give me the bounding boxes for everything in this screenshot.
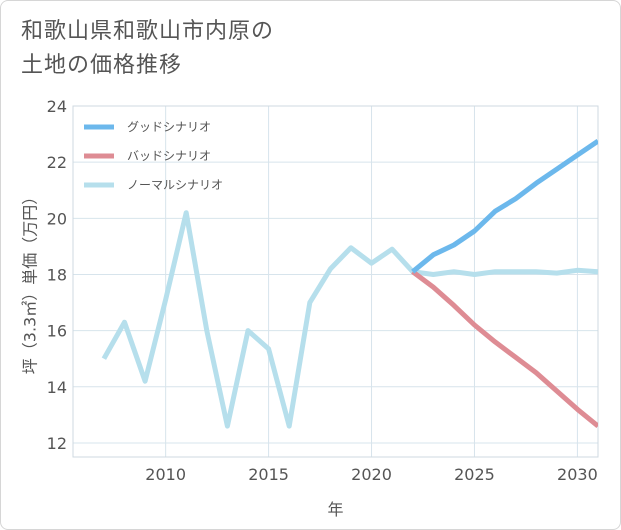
series-layer xyxy=(101,139,598,429)
y-tick-label: 16 xyxy=(47,322,67,341)
x-tick-label: 2020 xyxy=(351,465,392,484)
tick-labels: 2010 2015 2020 2025 2030 12 14 16 18 20 22 24 xyxy=(47,97,598,484)
chart-title-line-1: 和歌山県和歌山市内原の xyxy=(21,19,275,44)
x-axis-label: 年 xyxy=(327,500,343,519)
chart-title-line-2: 土地の価格推移 xyxy=(21,53,183,78)
good-scenario-line xyxy=(411,139,598,274)
bad-scenario-legend-label: バッドシナリオ xyxy=(127,149,211,163)
y-tick-label: 12 xyxy=(47,434,67,453)
y-tick-label: 22 xyxy=(47,153,67,172)
normal-scenario-legend-label: ノーマルシナリオ xyxy=(127,178,223,192)
y-tick-label: 24 xyxy=(47,97,67,116)
y-tick-label: 20 xyxy=(47,209,67,228)
x-tick-label: 2025 xyxy=(454,465,495,484)
chart-title: 和歌山県和歌山市内原の 土地の価格推移 xyxy=(21,15,274,83)
x-tick-label: 2015 xyxy=(248,465,289,484)
y-axis-label: 坪（3.3㎡）単価（万円） xyxy=(21,189,40,374)
y-tick-label: 18 xyxy=(47,265,67,284)
bad-scenario-line xyxy=(411,269,598,429)
x-tick-label: 2010 xyxy=(145,465,186,484)
y-tick-label: 14 xyxy=(47,378,67,397)
plot-frame xyxy=(72,105,599,458)
normal-scenario-line xyxy=(101,210,598,429)
x-tick-label: 2030 xyxy=(557,465,598,484)
good-scenario-legend-label: グッドシナリオ xyxy=(127,120,211,134)
